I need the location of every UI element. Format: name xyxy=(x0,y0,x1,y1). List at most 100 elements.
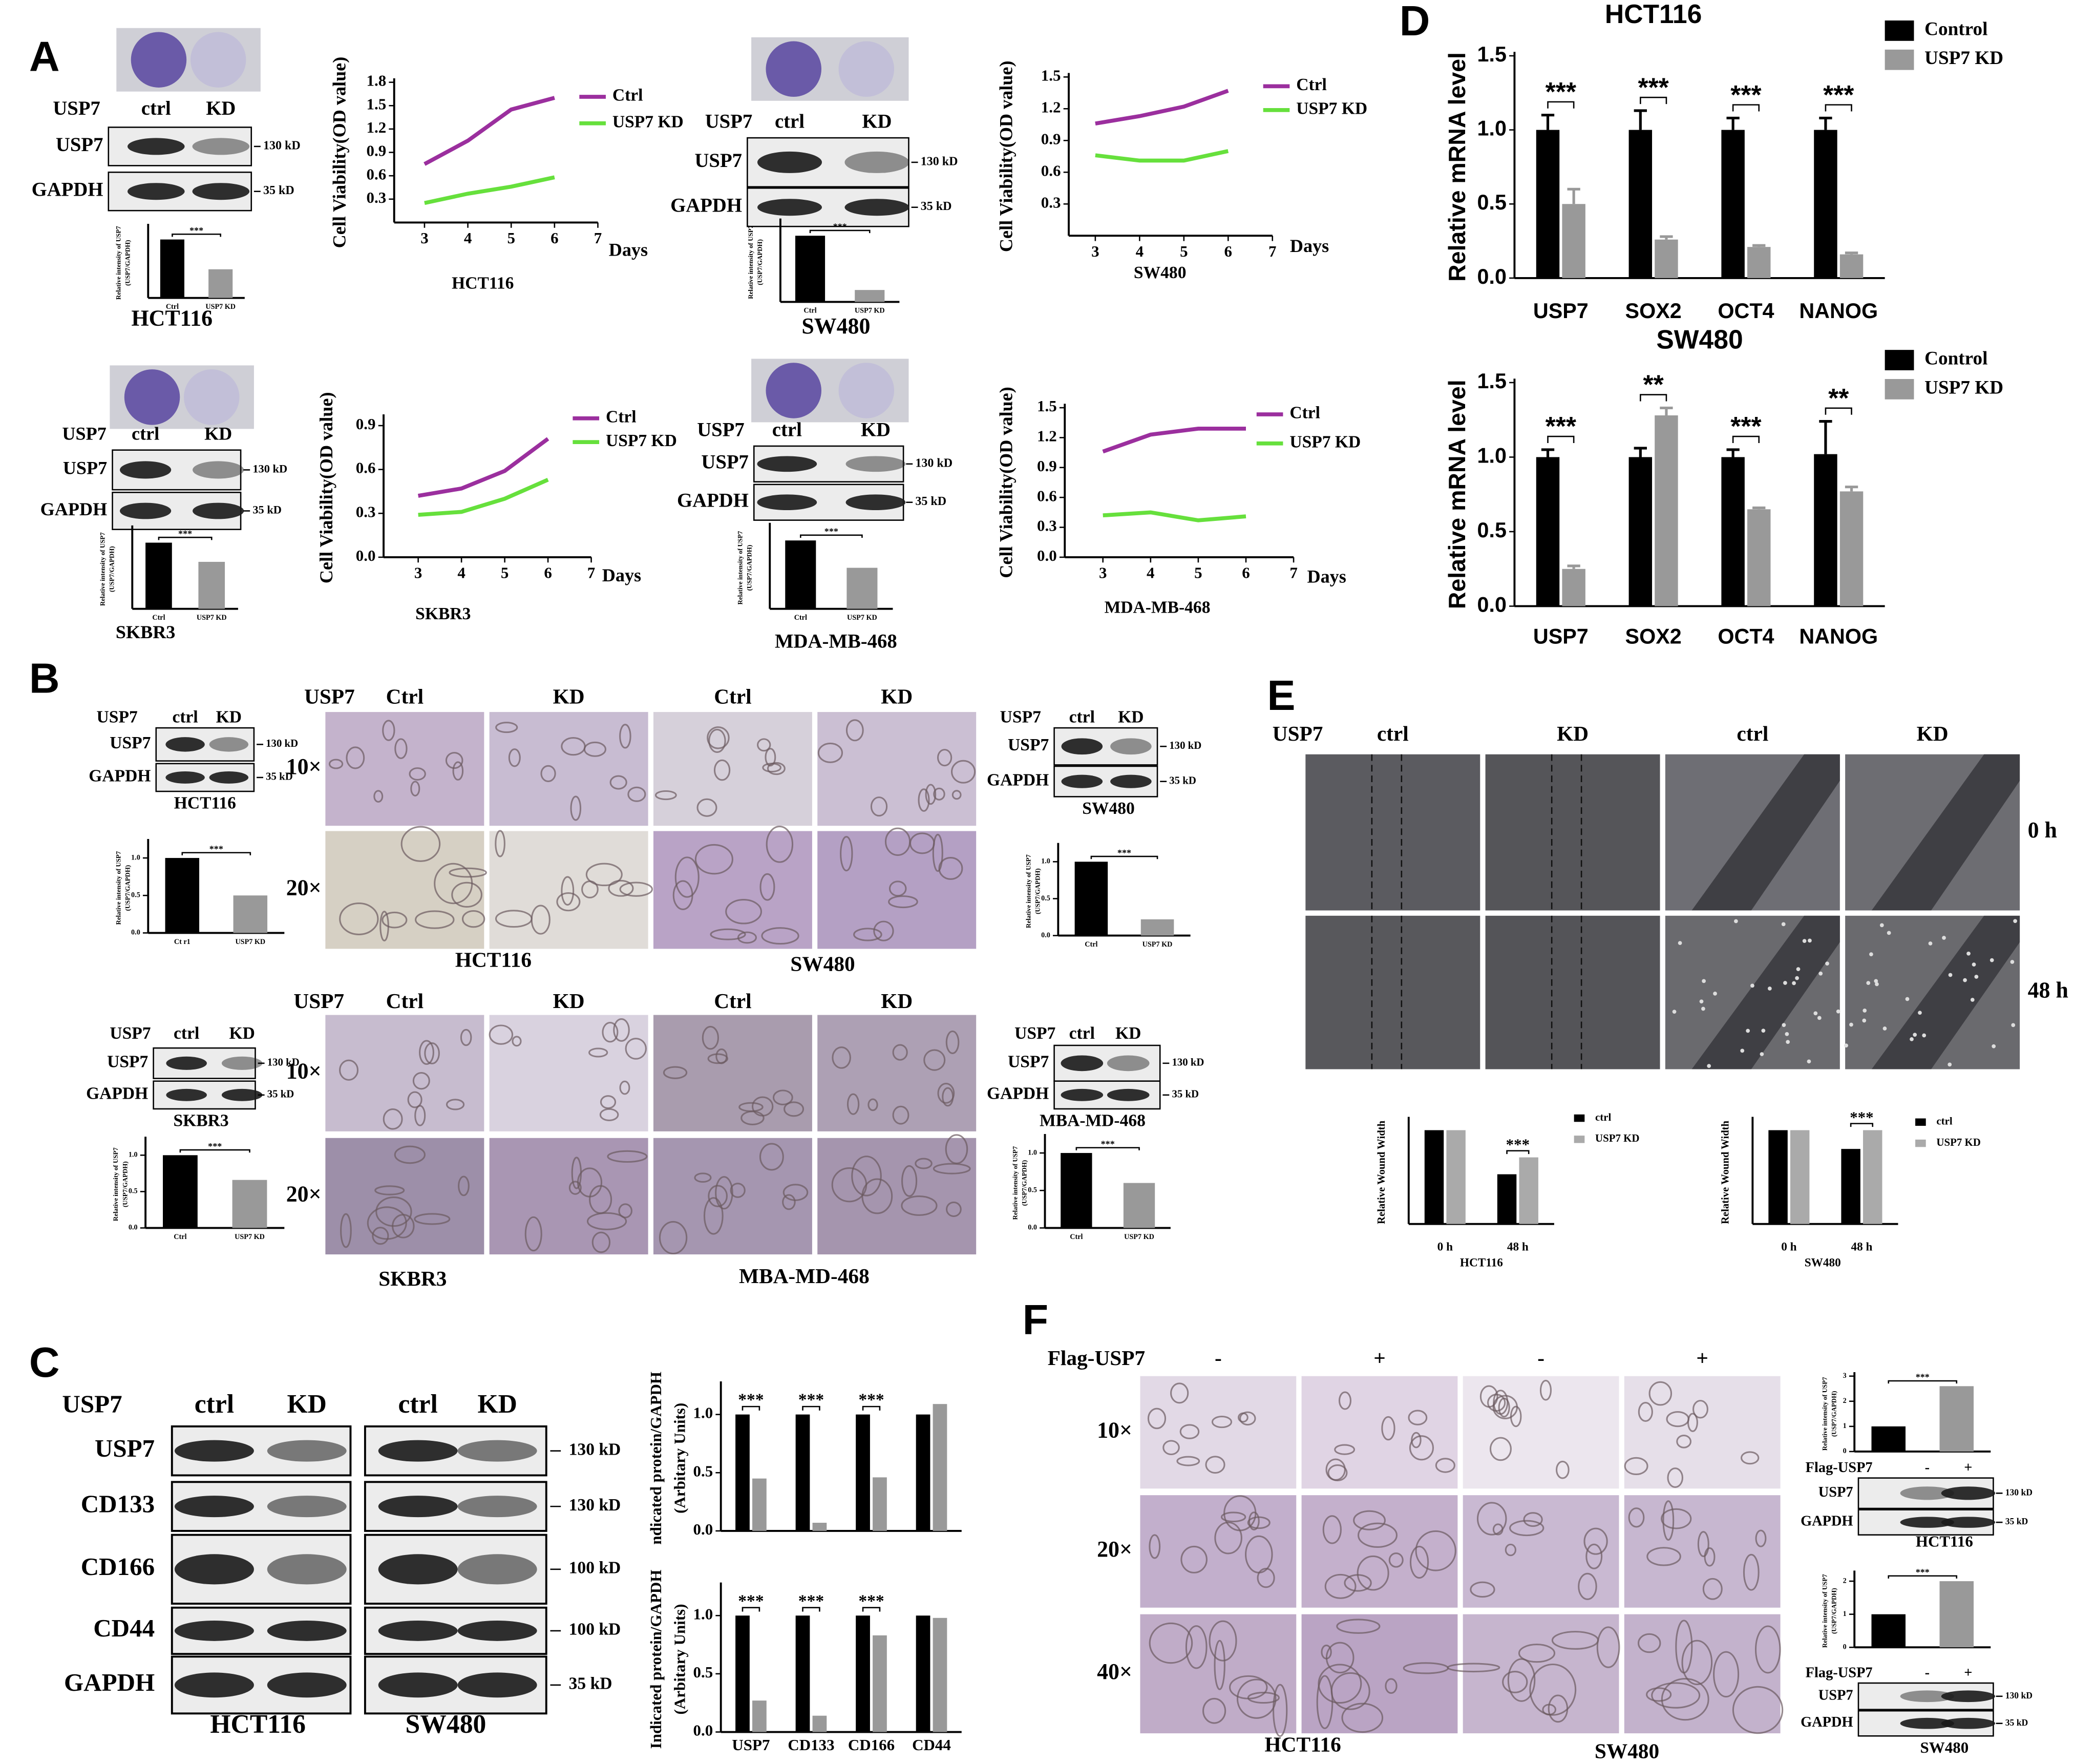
significance-bracket xyxy=(181,852,251,855)
bar xyxy=(1747,247,1771,278)
column-label: - xyxy=(1215,1346,1222,1370)
x-tick-label: 4 xyxy=(1147,564,1154,582)
series-line xyxy=(424,175,555,205)
bar xyxy=(1939,1581,1974,1648)
blot-caption: SW480 xyxy=(1082,799,1135,818)
blot-band xyxy=(757,151,822,173)
y-tick-label: 0.6 xyxy=(1037,487,1057,505)
y-tick-label: 1.0 xyxy=(693,1605,713,1623)
cell-colony xyxy=(1661,1508,1692,1529)
y-tick-label: 0.5 xyxy=(1477,191,1506,214)
blot-band xyxy=(844,199,909,216)
significance-label: *** xyxy=(178,529,192,539)
significance-label: *** xyxy=(1506,1136,1530,1153)
series-line xyxy=(1095,149,1229,163)
column-label: KD xyxy=(1917,722,1949,745)
blot-band xyxy=(174,1554,254,1585)
cell-colony xyxy=(942,1087,954,1107)
cell xyxy=(1882,1026,1887,1031)
cell-colony xyxy=(600,1095,617,1109)
bar xyxy=(1497,1174,1517,1224)
cell-colony xyxy=(654,790,677,801)
error-bar xyxy=(1845,251,1858,255)
y-axis-label: Indicated protein/GAPDH xyxy=(647,1570,665,1749)
lane-label: ctrl xyxy=(195,1390,234,1419)
lane-label: KD xyxy=(1115,1024,1141,1043)
cell-colony xyxy=(1704,1547,1716,1567)
significance-label: *** xyxy=(1117,848,1131,858)
cell xyxy=(1750,983,1754,988)
cell-colony xyxy=(923,1049,946,1071)
x-tick-label: NANOG xyxy=(1799,624,1878,648)
cell-colony xyxy=(1247,1691,1280,1704)
cell-colony xyxy=(892,1105,909,1125)
cell-colony xyxy=(613,1018,630,1042)
y-tick-label: 0.3 xyxy=(366,188,386,206)
bar xyxy=(916,1615,930,1732)
chart-caption: MDA-MB-468 xyxy=(1105,598,1211,617)
x-tick-label: 0 h xyxy=(1781,1241,1796,1254)
well xyxy=(131,32,187,88)
bar xyxy=(735,1615,750,1732)
legend-label: USP7 KD xyxy=(1296,99,1367,118)
column-label: Ctrl xyxy=(386,989,424,1013)
x-tick-label: SOX2 xyxy=(1625,299,1682,323)
row-label: CD44 xyxy=(93,1614,155,1642)
x-tick-label: SOX2 xyxy=(1625,624,1682,648)
series-line xyxy=(1102,427,1246,454)
blot-header: USP7 xyxy=(62,1390,122,1418)
cell-colony xyxy=(757,738,771,752)
size-marker: 130 kD xyxy=(569,1496,621,1515)
size-marker: 35 kD xyxy=(2005,1516,2028,1526)
y-tick-label: 0.5 xyxy=(129,1187,138,1195)
wound-gap xyxy=(1871,915,2020,1069)
x-tick-label: USP7 KD xyxy=(235,1233,265,1241)
cell-colony xyxy=(489,1024,514,1045)
y-tick-label: 0.5 xyxy=(693,1663,713,1681)
bar xyxy=(1721,130,1745,278)
bar xyxy=(1562,204,1585,278)
x-tick-label: 7 xyxy=(1268,242,1277,260)
grid-caption: HCT116 xyxy=(1265,1732,1341,1756)
bar xyxy=(933,1404,947,1531)
y-tick-label: 0.6 xyxy=(366,165,386,183)
lane-label: KD xyxy=(206,97,236,119)
cell xyxy=(1785,1032,1789,1036)
cell-colony xyxy=(707,726,730,749)
significance-bracket xyxy=(172,233,221,237)
well xyxy=(124,369,180,425)
x-tick-label: USP7 KD xyxy=(1142,940,1173,949)
cell-colony xyxy=(373,790,384,803)
row-label: GAPDH xyxy=(987,770,1049,789)
cell-colony xyxy=(602,1022,619,1043)
x-tick-label: 48 h xyxy=(1851,1241,1872,1254)
cell-colony xyxy=(851,1156,882,1196)
error-bar xyxy=(1819,116,1832,130)
chart-title: HCT116 xyxy=(1605,0,1702,29)
bar xyxy=(752,1478,767,1531)
legend-swatch xyxy=(1885,379,1914,400)
blot-band xyxy=(457,1496,537,1518)
blot-band xyxy=(845,456,906,472)
cell-colony xyxy=(583,741,607,757)
cell-colony xyxy=(1476,1502,1507,1536)
cell-colony xyxy=(445,752,463,769)
legend-label: USP7 KD xyxy=(1289,432,1361,451)
blot-band xyxy=(174,1672,254,1698)
x-tick-label: 6 xyxy=(544,564,552,582)
y-tick-label: 1.0 xyxy=(1477,444,1506,467)
size-marker: 35 kD xyxy=(1169,774,1196,786)
size-marker: 130 kD xyxy=(569,1440,621,1459)
x-tick-label: Ctrl xyxy=(1070,1233,1083,1241)
error-bar xyxy=(1819,420,1832,454)
lane-label: + xyxy=(1964,1665,1972,1681)
significance-label: *** xyxy=(1823,80,1854,110)
cell-colony xyxy=(1185,1625,1208,1669)
significance-label: *** xyxy=(1638,72,1669,102)
bar xyxy=(735,1414,750,1531)
blot-band xyxy=(192,183,250,200)
x-tick-label: USP7 KD xyxy=(197,614,227,622)
micrograph xyxy=(325,1138,484,1255)
y-tick-label: 0.5 xyxy=(1477,518,1506,542)
cell-colony xyxy=(1411,1432,1422,1448)
